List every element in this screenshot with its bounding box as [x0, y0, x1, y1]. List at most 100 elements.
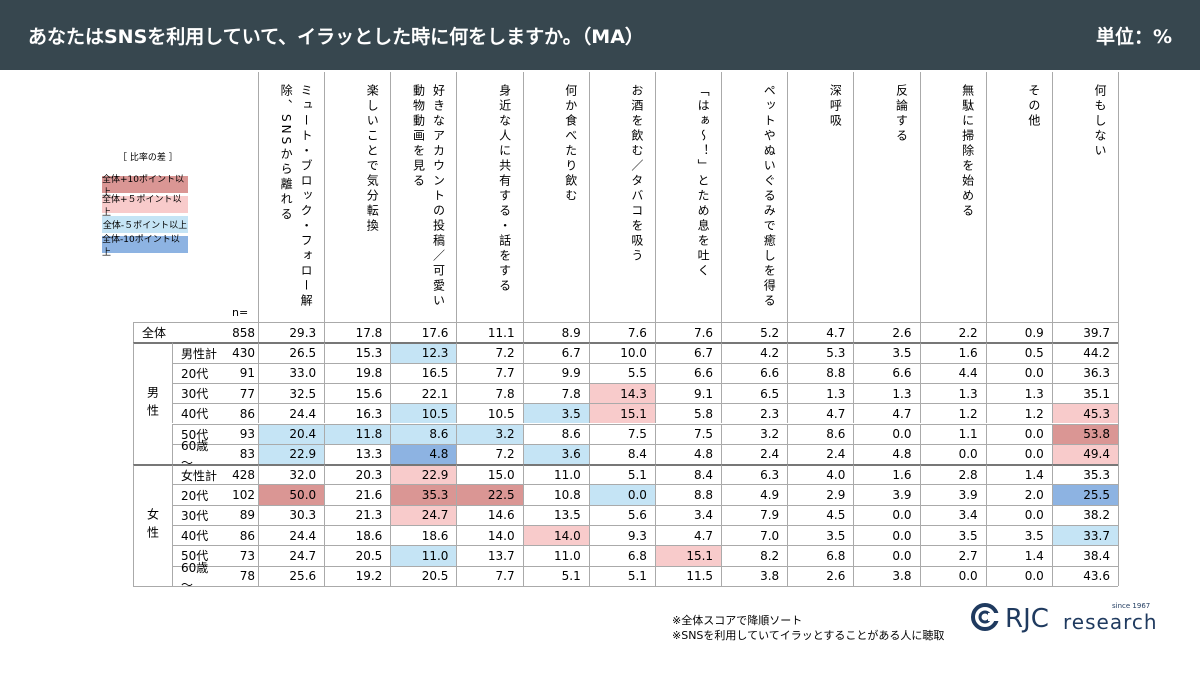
cell: 0.0 [853, 423, 920, 444]
title: あなたはSNSを利用していて、イラッとした時に何をしますか。（MA） [28, 26, 644, 48]
cell: 15.1 [654, 545, 722, 566]
cell: 11.8 [324, 423, 391, 444]
cell: 0.0 [985, 504, 1052, 525]
cell: 7.2 [456, 342, 523, 363]
column-header: 好きなアカウントの投稿／可愛い動物動画を見る [390, 72, 456, 322]
row-n: 73 [228, 545, 258, 565]
cell: 6.3 [721, 464, 788, 485]
cell: 8.8 [787, 362, 854, 383]
logo-since: since 1967 [1112, 602, 1151, 610]
column-header: お酒を飲む／タバコを吸う [588, 72, 655, 322]
legend-item: 全体-10ポイント以上 [102, 235, 188, 258]
cell: 0.0 [919, 565, 986, 586]
row-n: 86 [228, 403, 258, 423]
cell: 7.7 [456, 565, 523, 586]
cell: 10.0 [588, 342, 655, 363]
cell: 11.1 [456, 322, 523, 343]
cell: 5.8 [654, 403, 722, 424]
cell: 24.7 [258, 545, 325, 566]
cell: 32.0 [258, 464, 325, 485]
row-label: 男性計 [172, 342, 228, 363]
row-label: 30代 [172, 382, 228, 404]
cell: 35.1 [1051, 382, 1118, 404]
cell: 3.2 [721, 423, 788, 444]
cell: 1.4 [985, 464, 1052, 485]
cell: 2.8 [919, 464, 986, 485]
cell: 1.6 [853, 464, 920, 485]
column-header: 深呼吸 [787, 72, 853, 322]
cell: 25.5 [1051, 484, 1118, 505]
row-label: 50代 [172, 423, 228, 444]
cell: 4.7 [853, 403, 920, 424]
cell: 39.7 [1051, 322, 1118, 343]
cell: 2.4 [721, 443, 788, 465]
table-border [1118, 72, 1119, 586]
row-n: 89 [228, 504, 258, 525]
cell: 30.3 [258, 504, 325, 525]
row-label: 60歳～ [172, 561, 228, 592]
cell: 44.2 [1051, 342, 1118, 363]
cell: 29.3 [258, 322, 325, 343]
cell: 4.7 [787, 403, 854, 424]
cell: 1.3 [787, 382, 854, 404]
cell: 22.9 [390, 464, 457, 485]
column-header: 身近な人に共有する・話をする [456, 72, 522, 322]
cell: 22.1 [390, 382, 457, 404]
cell: 11.0 [522, 464, 589, 485]
cell: 7.6 [588, 322, 655, 343]
cell: 3.2 [456, 423, 523, 444]
cell: 11.0 [522, 545, 589, 566]
footnote: ※SNSを利用していてイラッとすることがある人に聴取 [672, 629, 945, 642]
cell: 38.4 [1051, 545, 1118, 566]
cell: 3.5 [919, 525, 986, 546]
cell: 3.5 [787, 525, 854, 546]
cell: 2.4 [787, 443, 854, 465]
column-header: ペットやぬいぐるみで癒しを得る [721, 72, 787, 322]
table-border [133, 585, 1118, 587]
cell: 7.5 [654, 423, 722, 444]
footnote: ※全体スコアで降順ソート [672, 614, 803, 627]
row-n: 86 [228, 525, 258, 545]
cell: 21.3 [324, 504, 391, 525]
cell: 11.5 [654, 565, 722, 586]
cell: 2.9 [787, 484, 854, 505]
cell: 3.5 [853, 342, 920, 363]
row-n: 91 [228, 362, 258, 383]
cell: 16.5 [390, 362, 457, 383]
cell: 5.5 [588, 362, 655, 383]
cell: 36.3 [1051, 362, 1118, 383]
cell: 1.3 [853, 382, 920, 404]
legend-item: 全体+10ポイント以上 [102, 175, 188, 198]
cell: 50.0 [258, 484, 325, 505]
cell: 14.0 [456, 525, 523, 546]
cell: 9.3 [588, 525, 655, 546]
cell: 38.2 [1051, 504, 1118, 525]
cell: 4.0 [787, 464, 854, 485]
cell: 4.4 [919, 362, 986, 383]
row-label: 40代 [172, 403, 228, 424]
cell: 7.6 [654, 322, 722, 343]
cell: 16.3 [324, 403, 391, 424]
logo-word: research [1063, 610, 1158, 634]
cell: 0.0 [853, 504, 920, 525]
cell: 1.2 [985, 403, 1052, 424]
cell: 18.6 [390, 525, 457, 546]
row-label: 60歳～ [172, 439, 228, 470]
cell: 7.8 [522, 382, 589, 404]
cell: 2.0 [985, 484, 1052, 505]
cell: 20.3 [324, 464, 391, 485]
cell: 5.6 [588, 504, 655, 525]
header-bar [0, 0, 1200, 70]
cell: 24.7 [390, 504, 457, 525]
cell: 2.6 [787, 565, 854, 586]
cell: 1.3 [985, 382, 1052, 404]
cell: 3.9 [853, 484, 920, 505]
cell: 4.8 [654, 443, 722, 465]
cell: 14.6 [456, 504, 523, 525]
row-n: 430 [228, 342, 258, 362]
cell: 2.3 [721, 403, 788, 424]
cell: 26.5 [258, 342, 325, 363]
cell: 0.0 [985, 362, 1052, 383]
row-n: 93 [228, 423, 258, 444]
